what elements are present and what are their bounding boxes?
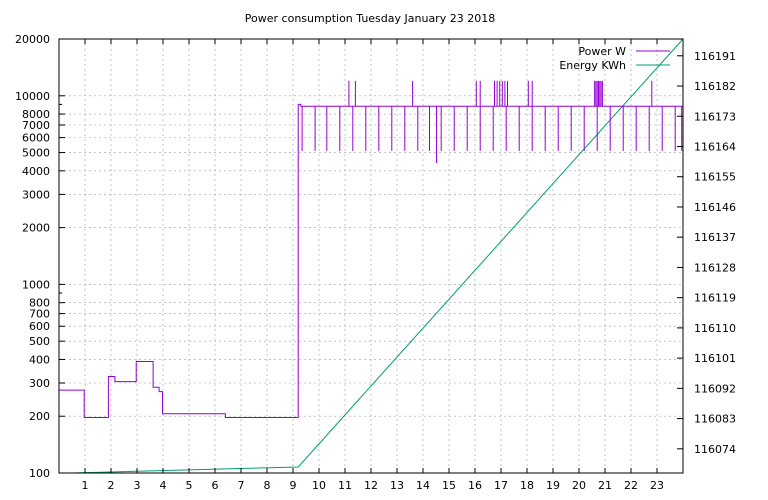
axes: 1 2 3 4 5 6 7 8 9 10 11 12 13 14 15 16 17 18 19 20 21 22 23100… (15, 33, 736, 492)
x-tick-label: 20 (572, 479, 586, 492)
y-tick-label: 200 (29, 410, 50, 423)
y-tick-label: 100 (29, 467, 50, 480)
y-tick-label: 2000 (22, 222, 50, 235)
x-tick-label: 19 (546, 479, 560, 492)
y-tick-label: 4000 (22, 165, 50, 178)
plot-series (59, 38, 684, 474)
y2-tick-label: 116164 (694, 140, 736, 153)
x-tick-label: 16 (468, 479, 482, 492)
y2-tick-label: 116092 (694, 382, 736, 395)
x-tick-label: 11 (338, 479, 352, 492)
series-line-power (59, 103, 683, 418)
x-tick-label: 3 (134, 479, 141, 492)
x-tick-label: 4 (160, 479, 167, 492)
y-tick-label: 1000 (22, 278, 50, 291)
y2-tick-label: 116137 (694, 231, 736, 244)
y-tick-label: 3000 (22, 188, 50, 201)
y-tick-label: 7000 (22, 119, 50, 132)
y-tick-label: 6000 (22, 132, 50, 145)
y2-tick-label: 116083 (694, 413, 736, 426)
x-tick-label: 18 (520, 479, 534, 492)
y-tick-label: 20000 (15, 33, 50, 46)
y2-tick-label: 116128 (694, 261, 736, 274)
x-tick-label: 14 (416, 479, 430, 492)
x-tick-label: 7 (238, 479, 245, 492)
y2-tick-label: 116110 (694, 322, 736, 335)
x-tick-label: 22 (624, 479, 638, 492)
y2-tick-label: 116155 (694, 171, 736, 184)
y-tick-label: 400 (29, 353, 50, 366)
x-tick-label: 9 (290, 479, 297, 492)
x-tick-label: 12 (364, 479, 378, 492)
y-tick-label: 300 (29, 377, 50, 390)
y-tick-label: 8000 (22, 108, 50, 121)
legend-label: Energy KWh (559, 59, 626, 72)
chart-title: Power consumption Tuesday January 23 201… (245, 12, 495, 25)
y-tick-label: 10000 (15, 90, 50, 103)
x-tick-label: 17 (494, 479, 508, 492)
legend-label: Power W (578, 45, 626, 58)
y2-tick-label: 116173 (694, 110, 736, 123)
series-line-energy (71, 38, 684, 474)
x-tick-label: 6 (212, 479, 219, 492)
x-tick-label: 15 (442, 479, 456, 492)
x-tick-label: 21 (598, 479, 612, 492)
x-tick-label: 23 (650, 479, 664, 492)
y-tick-label: 5000 (22, 147, 50, 160)
x-tick-label: 8 (264, 479, 271, 492)
y-tick-label: 800 (29, 297, 50, 310)
y2-tick-label: 116146 (694, 201, 736, 214)
y-tick-label: 700 (29, 308, 50, 321)
x-tick-label: 2 (108, 479, 115, 492)
y2-tick-label: 116074 (694, 443, 736, 456)
y-tick-label: 500 (29, 335, 50, 348)
y2-tick-label: 116101 (694, 352, 736, 365)
y2-tick-label: 116182 (694, 80, 736, 93)
y2-tick-label: 116119 (694, 292, 736, 305)
y-tick-label: 600 (29, 320, 50, 333)
x-tick-label: 1 (82, 479, 89, 492)
y2-tick-label: 116191 (694, 50, 736, 63)
x-tick-label: 5 (186, 479, 193, 492)
x-tick-label: 13 (390, 479, 404, 492)
grid-lines (59, 38, 683, 474)
x-tick-label: 10 (312, 479, 326, 492)
